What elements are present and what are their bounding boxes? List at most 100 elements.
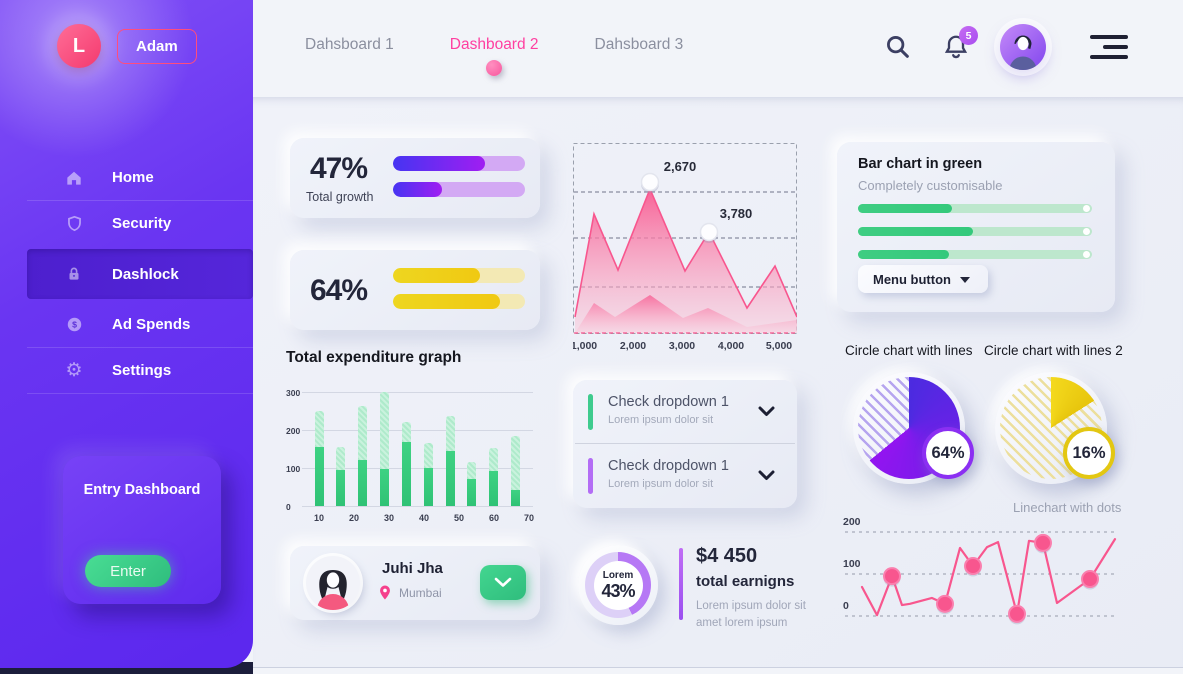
x-tick-label: 50 [453, 513, 465, 523]
progress-track [393, 294, 525, 309]
progress-fill [393, 182, 442, 197]
slider-dot[interactable] [1083, 205, 1090, 212]
check-dropdown-row-2[interactable]: Check dropdown 1 Lorem ipsum dolor sit [573, 444, 797, 507]
area-chart-svg: 1,000 2,000 3,000 4,000 5,000 [571, 143, 798, 352]
earnings-donut-chart: Lorem 43% [578, 545, 658, 625]
sidebar-nav: Home Security Dashlock $ Ad Spends ⚙ Set… [0, 155, 253, 394]
area-peak-label: 2,670 [663, 159, 697, 174]
y-tick-label: 200 [286, 426, 301, 436]
tab-label: Dashboard 2 [449, 36, 539, 53]
menu-button[interactable]: Menu button [858, 265, 988, 293]
donut-center: Lorem 43% [593, 560, 643, 610]
sidebar-item-label: Home [112, 169, 154, 186]
growth-label: Total growth [306, 190, 374, 204]
linechart-title: Linechart with dots [1013, 500, 1122, 515]
menu-button-label: Menu button [873, 271, 951, 287]
hamburger-menu-icon[interactable] [1090, 35, 1128, 59]
gear-icon: ⚙ [65, 360, 83, 381]
pie-hatched-area [1000, 377, 1102, 479]
progress-track [858, 250, 1092, 259]
yellow-bars [393, 268, 525, 320]
circle-chart-2-title: Circle chart with lines 2 [984, 343, 1123, 358]
progress-track [393, 156, 525, 171]
username-button[interactable]: Adam [117, 28, 197, 64]
sidebar-item-label: Settings [112, 362, 172, 379]
user-avatar[interactable] [1000, 24, 1046, 70]
line-chart-svg: 200 100 0 [843, 516, 1118, 625]
entry-dashboard-title: Entry Dashboard [83, 482, 201, 498]
profile-name: Juhi Jha [382, 560, 443, 577]
circle-chart-2 [995, 372, 1107, 484]
enter-button[interactable]: Enter [85, 555, 171, 587]
bar [314, 411, 324, 506]
navbar-actions: 5 [884, 24, 1128, 70]
yellow-value: 64% [310, 274, 368, 307]
gridline [302, 468, 533, 469]
accent-bar [588, 458, 593, 494]
svg-text:5,000: 5,000 [766, 340, 792, 352]
sidebar-item-settings[interactable]: ⚙ Settings [0, 348, 253, 393]
profile-expand-button[interactable] [480, 565, 526, 600]
sidebar-item-home[interactable]: Home [0, 155, 253, 200]
svg-text:$: $ [72, 320, 77, 330]
y-tick-label: 300 [286, 388, 301, 398]
avatar-person-icon [1009, 35, 1037, 70]
lock-icon [64, 264, 84, 284]
bar [380, 392, 390, 506]
circle-chart-1 [853, 372, 965, 484]
green-bar-card: Bar chart in green Completely customisab… [837, 142, 1115, 312]
bar [423, 442, 433, 506]
dollar-icon: $ [64, 315, 84, 335]
chevron-down-icon[interactable] [758, 404, 775, 422]
slider-dot[interactable] [1083, 251, 1090, 258]
main-panel: 47% Total growth 64% Total expenditure g… [253, 97, 1183, 668]
dropdown-title: Check dropdown 1 [608, 394, 729, 410]
check-dropdown-row-1[interactable]: Check dropdown 1 Lorem ipsum dolor sit [573, 380, 797, 443]
logo-letter: L [72, 34, 86, 57]
chevron-down-icon[interactable] [758, 468, 775, 486]
progress-fill [858, 227, 973, 236]
sidebar-item-ad-spends[interactable]: $ Ad Spends [0, 302, 253, 347]
donut-ring: Lorem 43% [585, 552, 651, 618]
tab-dashboard-2[interactable]: Dashboard 2 [449, 36, 539, 76]
dashboard-tabs: Dahsboard 1 Dashboard 2 Dahsboard 3 [305, 36, 684, 76]
line-chart: 200 100 0 [840, 495, 1120, 645]
notifications[interactable]: 5 [942, 26, 978, 61]
profile-avatar [306, 556, 360, 610]
progress-track [858, 204, 1092, 213]
profile-location: Mumbai [399, 585, 442, 600]
growth-value: 47% [310, 152, 368, 185]
green-card-title: Bar chart in green [858, 156, 983, 172]
progress-fill [393, 268, 481, 283]
yellow-card: 64% [290, 250, 540, 330]
progress-track [393, 182, 525, 197]
profile-location-row: Mumbai [378, 584, 442, 601]
expenditure-bar-chart: 300 200 100 0 10 20 30 40 50 60 70 [286, 378, 541, 530]
tab-dashboard-1[interactable]: Dahsboard 1 [305, 36, 394, 53]
earnings-amount: $4 450 [696, 545, 758, 567]
search-icon[interactable] [884, 33, 912, 61]
sidebar-item-dashlock[interactable]: Dashlock [27, 249, 253, 299]
progress-track [393, 268, 525, 283]
sidebar-item-security[interactable]: Security [0, 201, 253, 246]
progress-fill [393, 156, 486, 171]
divider [27, 200, 253, 201]
sidebar-item-label: Security [112, 215, 172, 232]
y-tick-label: 0 [286, 502, 291, 512]
x-tick-label: 70 [523, 513, 535, 523]
circle-chart-2-badge: 16% [1063, 427, 1115, 479]
earnings-accent-bar [679, 548, 683, 620]
tab-dashboard-3[interactable]: Dahsboard 3 [594, 36, 684, 53]
progress-track [858, 227, 1092, 236]
slider-dot[interactable] [1083, 228, 1090, 235]
check-dropdown-card: Check dropdown 1 Lorem ipsum dolor sit C… [573, 380, 797, 508]
sidebar: L Adam Home Security Dashlock $ Ad [0, 0, 253, 668]
notification-badge: 5 [959, 26, 978, 45]
accent-bar [588, 394, 593, 430]
x-tick-label: 40 [418, 513, 430, 523]
top-navbar: Dahsboard 1 Dashboard 2 Dahsboard 3 5 [253, 0, 1183, 97]
circle-chart-1-title: Circle chart with lines [845, 343, 973, 358]
logo[interactable]: L [57, 24, 101, 68]
location-pin-icon [380, 585, 390, 600]
svg-text:200: 200 [843, 516, 861, 528]
